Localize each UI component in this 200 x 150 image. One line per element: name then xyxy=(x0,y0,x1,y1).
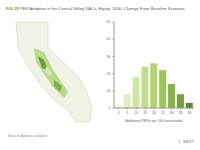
svg-text:Additional PEVs per 100 househ: Additional PEVs per 100 households xyxy=(126,119,183,123)
svg-text:30: 30 xyxy=(107,55,111,59)
svg-text:30: 30 xyxy=(170,111,174,115)
html-text:FIG 29 PEV Adoption in the Cen: FIG 29 PEV Adoption in the Central Valle… xyxy=(6,6,185,11)
svg-text:20: 20 xyxy=(152,111,156,115)
svg-text:40: 40 xyxy=(188,111,192,115)
svg-text:0: 0 xyxy=(109,106,111,110)
svg-text:25: 25 xyxy=(161,111,165,115)
svg-text:50: 50 xyxy=(107,20,111,24)
svg-text:10: 10 xyxy=(134,111,138,115)
svg-text:5: 5 xyxy=(126,111,128,115)
html-text:NEXT: NEXT xyxy=(183,139,194,144)
svg-text:20: 20 xyxy=(107,72,111,76)
svg-text:10: 10 xyxy=(107,89,111,93)
svg-text:35: 35 xyxy=(179,111,183,115)
svg-text:0: 0 xyxy=(117,111,119,115)
svg-text:40: 40 xyxy=(107,37,111,41)
html-text:Source: Authors' analysis: Source: Authors' analysis xyxy=(8,134,48,138)
svg-text:15: 15 xyxy=(143,111,147,115)
